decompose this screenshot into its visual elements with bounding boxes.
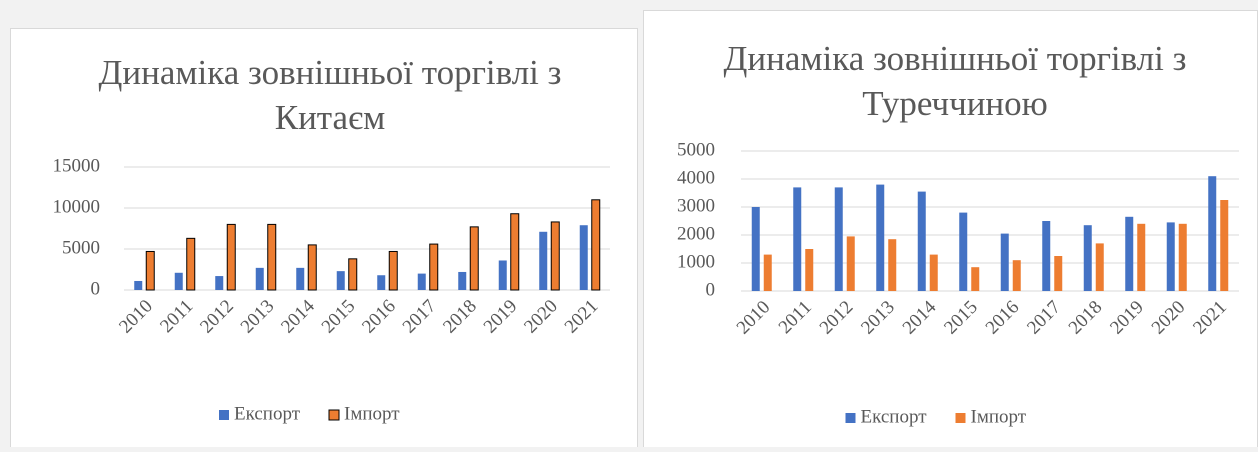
bar — [834, 187, 843, 291]
bar — [186, 237, 196, 291]
bar — [296, 267, 305, 290]
legend-label: Експорт — [861, 406, 928, 427]
bar — [215, 276, 224, 290]
bar — [1178, 223, 1187, 291]
bar — [846, 236, 855, 291]
bar — [1012, 260, 1021, 291]
bar — [550, 221, 560, 291]
y-tick-label: 0 — [91, 278, 101, 299]
bar — [255, 267, 264, 290]
bar — [971, 267, 980, 291]
y-tick-label: 1000 — [677, 251, 715, 272]
bar — [793, 187, 802, 291]
legend-label: Імпорт — [344, 403, 400, 424]
bar — [336, 271, 345, 290]
bar — [876, 184, 885, 291]
bar — [1095, 243, 1104, 291]
bar — [805, 249, 814, 291]
legend-swatch — [328, 409, 340, 421]
bar — [539, 231, 548, 290]
bar — [348, 258, 358, 291]
panel — [643, 10, 1258, 448]
bar — [1054, 256, 1063, 291]
bar — [1000, 233, 1009, 291]
bar — [267, 223, 277, 291]
bar — [1083, 225, 1092, 291]
bar — [458, 271, 467, 290]
bar — [174, 272, 183, 290]
legend-swatch — [955, 413, 966, 423]
bar — [888, 239, 897, 291]
y-tick-label: 5000 — [677, 139, 715, 160]
bar — [1137, 223, 1146, 291]
y-tick-label: 2000 — [677, 223, 715, 244]
legend-label: Експорт — [234, 403, 301, 424]
bar — [145, 250, 155, 291]
bar — [763, 254, 772, 291]
panel — [10, 28, 638, 448]
bar — [226, 223, 236, 291]
chart-title: Динаміка зовнішньої торгівлі з Китаєм — [98, 53, 562, 137]
bar — [307, 244, 317, 291]
bar — [510, 213, 520, 291]
y-tick-label: 10000 — [53, 196, 101, 217]
bar — [134, 280, 143, 290]
y-tick-label: 4000 — [677, 167, 715, 188]
title-box: Динаміка зовнішньої торгівлі з Туреччино… — [723, 39, 1187, 123]
bar — [579, 225, 588, 290]
y-tick-label: 15000 — [53, 155, 101, 176]
bar — [1220, 200, 1229, 291]
y-tick-label: 3000 — [677, 195, 715, 216]
bar — [929, 254, 938, 291]
bar — [1125, 216, 1134, 291]
legend-swatch — [219, 410, 229, 420]
bar — [1208, 176, 1217, 291]
y-tick-label: 5000 — [62, 237, 100, 258]
legend-label: Імпорт — [971, 406, 1027, 427]
title-box: Динаміка зовнішньої торгівлі з Китаєм — [98, 53, 562, 137]
bar — [388, 250, 398, 291]
legend-swatch — [845, 413, 856, 423]
bar — [429, 243, 439, 291]
bar — [498, 260, 507, 290]
bar — [591, 199, 601, 291]
bar — [917, 191, 926, 291]
bar — [959, 212, 968, 291]
bar — [469, 226, 479, 291]
bar — [377, 275, 386, 290]
bar — [1042, 221, 1051, 291]
y-tick-label: 0 — [706, 279, 716, 300]
bar — [751, 207, 760, 291]
bar — [417, 273, 426, 290]
chart-title: Динаміка зовнішньої торгівлі з Туреччино… — [723, 39, 1187, 123]
bar — [1166, 222, 1175, 291]
